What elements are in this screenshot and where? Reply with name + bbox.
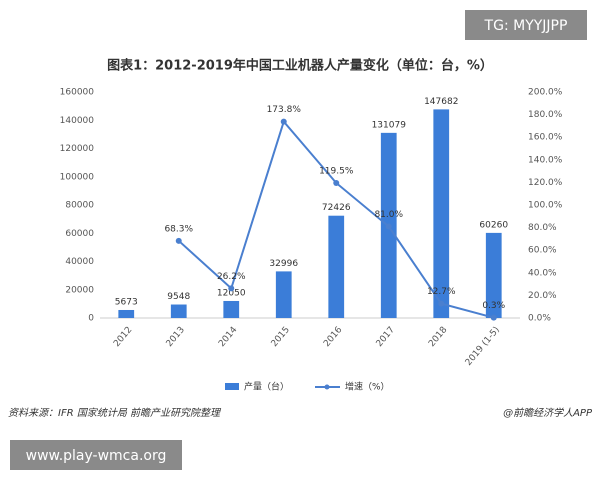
- y2-tick-label: 40.0%: [528, 268, 557, 278]
- y2-tick-label: 0.0%: [528, 314, 551, 324]
- line-point: [333, 179, 340, 186]
- data-label: 12.7%: [427, 287, 456, 297]
- bar: [275, 271, 292, 318]
- legend-label: 增速（%）: [345, 381, 390, 393]
- line-point: [438, 300, 445, 307]
- bar: [118, 309, 135, 318]
- data-label: 26.2%: [217, 272, 246, 282]
- legend-label: 产量（台）: [244, 381, 289, 393]
- overlay-box: [10, 440, 182, 470]
- data-label: 147682: [424, 97, 458, 107]
- y2-tick-label: 120.0%: [528, 178, 563, 188]
- data-label: 131079: [372, 120, 407, 130]
- bar: [328, 215, 345, 318]
- data-label: 119.5%: [319, 166, 354, 176]
- line-point: [228, 285, 235, 292]
- y-tick-label: 20000: [65, 285, 94, 295]
- credit: @前瞻经济学人APP: [503, 407, 593, 419]
- bar: [223, 300, 240, 318]
- data-label: 9548: [167, 292, 190, 302]
- data-label: 72426: [322, 203, 351, 213]
- legend-swatch: [324, 384, 330, 390]
- overlay-box: [465, 10, 587, 40]
- y2-tick-label: 100.0%: [528, 201, 563, 211]
- bar: [170, 304, 187, 318]
- y-tick-label: 160000: [60, 88, 95, 98]
- data-label: 5673: [115, 297, 138, 307]
- y-tick-label: 100000: [60, 172, 95, 182]
- source: 资料来源：IFR 国家统计局 前瞻产业研究院整理: [8, 407, 222, 419]
- data-label: 68.3%: [164, 224, 193, 234]
- data-label: 81.0%: [374, 210, 403, 220]
- overlay-text: www.play-wmca.org: [26, 448, 167, 464]
- y-tick-label: 60000: [65, 229, 94, 239]
- line-point: [280, 118, 287, 125]
- y-tick-label: 0: [88, 314, 94, 324]
- y2-tick-label: 80.0%: [528, 223, 557, 233]
- y-tick-label: 40000: [65, 257, 94, 267]
- legend-swatch: [225, 383, 239, 390]
- y2-tick-label: 20.0%: [528, 291, 557, 301]
- line-point: [490, 314, 497, 321]
- data-label: 32996: [269, 259, 298, 269]
- overlay-text: TG: MYYJJPP: [484, 18, 568, 34]
- y2-tick-label: 180.0%: [528, 110, 563, 120]
- y-tick-label: 120000: [60, 144, 95, 154]
- data-label: 60260: [479, 220, 508, 230]
- y2-tick-label: 160.0%: [528, 133, 563, 143]
- chart-title: 图表1：2012-2019年中国工业机器人产量变化（单位：台，%）: [107, 58, 493, 74]
- bar: [485, 232, 502, 318]
- line-point: [385, 223, 392, 230]
- y2-tick-label: 140.0%: [528, 155, 563, 165]
- y-tick-label: 80000: [65, 201, 94, 211]
- y2-tick-label: 60.0%: [528, 246, 557, 256]
- bar: [433, 109, 450, 319]
- data-label: 12050: [217, 288, 246, 298]
- data-label: 173.8%: [267, 105, 302, 115]
- y2-tick-label: 200.0%: [528, 88, 563, 98]
- line-point: [175, 237, 182, 244]
- y-tick-label: 140000: [60, 116, 95, 126]
- data-label: 0.3%: [482, 301, 505, 311]
